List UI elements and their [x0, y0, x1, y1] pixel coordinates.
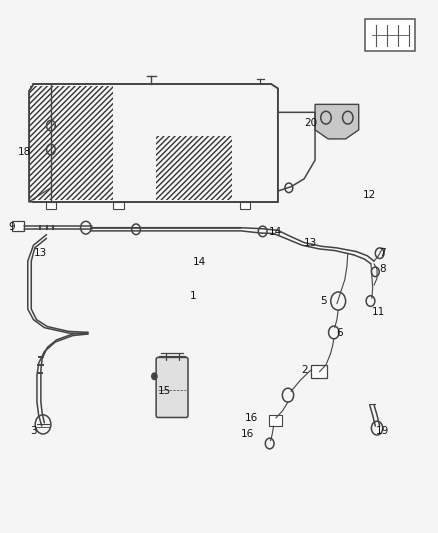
- Text: 20: 20: [304, 118, 317, 128]
- Text: 1: 1: [190, 290, 196, 301]
- Text: 9: 9: [8, 222, 15, 232]
- Polygon shape: [315, 104, 359, 139]
- Bar: [113, 201, 124, 209]
- Text: 16: 16: [245, 413, 258, 423]
- Text: 11: 11: [372, 306, 385, 317]
- Text: 12: 12: [363, 190, 376, 200]
- Bar: [30, 86, 113, 200]
- Text: 3: 3: [30, 426, 37, 437]
- Bar: [311, 365, 327, 378]
- Text: 6: 6: [336, 328, 343, 338]
- Text: 5: 5: [321, 296, 327, 306]
- FancyBboxPatch shape: [156, 358, 188, 417]
- Bar: [12, 221, 24, 231]
- Bar: [240, 201, 251, 209]
- Text: 13: 13: [33, 248, 46, 258]
- Text: 15: 15: [158, 386, 171, 397]
- Bar: [269, 415, 283, 426]
- Text: 16: 16: [241, 429, 254, 439]
- Circle shape: [152, 373, 157, 379]
- Text: 8: 8: [379, 264, 386, 274]
- Text: 14: 14: [269, 227, 283, 237]
- Text: 7: 7: [379, 248, 386, 258]
- Bar: [46, 201, 56, 209]
- Text: 13: 13: [304, 238, 317, 247]
- Text: 14: 14: [193, 257, 206, 267]
- Text: 18: 18: [18, 147, 32, 157]
- Text: 2: 2: [301, 365, 307, 375]
- Bar: [365, 19, 416, 51]
- Bar: [155, 136, 232, 200]
- Text: 19: 19: [376, 426, 389, 437]
